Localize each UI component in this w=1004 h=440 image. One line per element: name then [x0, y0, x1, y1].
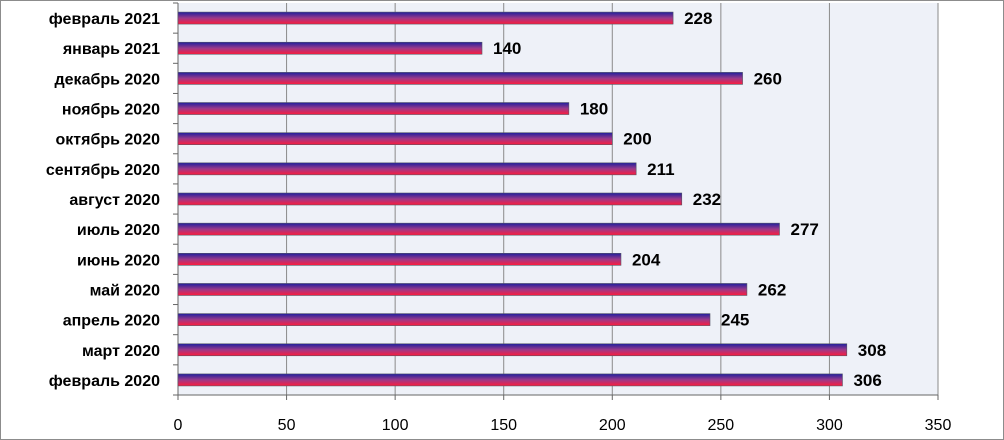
- x-tick-labels: 0 50 100 150 200 250 300 350: [174, 417, 952, 434]
- x-tick-label: 0: [174, 417, 183, 434]
- category-label: июль 2020: [77, 222, 160, 239]
- data-label: 211: [647, 160, 674, 179]
- category-label: июнь 2020: [77, 252, 160, 269]
- bar: [177, 222, 780, 236]
- category-label: август 2020: [69, 192, 160, 209]
- data-label: 228: [684, 9, 712, 28]
- category-label: февраль 2020: [49, 373, 160, 390]
- data-label: 180: [580, 100, 608, 119]
- bar: [177, 373, 843, 387]
- data-label: 277: [790, 220, 818, 239]
- x-tick-label: 100: [382, 417, 409, 434]
- category-label: апрель 2020: [63, 313, 160, 330]
- data-label: 140: [493, 39, 521, 58]
- data-label: 306: [853, 371, 881, 390]
- data-label: 232: [693, 190, 721, 209]
- bar: [177, 162, 637, 176]
- bar: [177, 72, 743, 85]
- data-label: 204: [632, 250, 661, 269]
- bar: [177, 192, 683, 206]
- bar: [177, 313, 711, 326]
- data-label: 245: [721, 311, 749, 330]
- bar: [177, 102, 570, 115]
- x-tick-label: 150: [490, 417, 517, 434]
- data-label: 260: [754, 69, 782, 88]
- category-label: май 2020: [90, 282, 161, 299]
- category-label: октябрь 2020: [56, 132, 161, 149]
- bar: [177, 283, 748, 296]
- x-tick-label: 350: [925, 417, 952, 434]
- category-label: январь 2021: [62, 41, 160, 58]
- bars: 228 140 260 180 200 211 232 277 204 262 245 308 306: [177, 9, 886, 390]
- data-label: 200: [623, 130, 651, 149]
- category-labels: февраль 2021 январь 2021 декабрь 2020 ноябр…: [46, 11, 160, 390]
- x-tick-label: 200: [599, 417, 626, 434]
- category-label: март 2020: [82, 343, 160, 360]
- bar: [177, 41, 483, 55]
- category-label: февраль 2021: [49, 11, 160, 28]
- x-tick-label: 300: [816, 417, 843, 434]
- category-label: сентябрь 2020: [46, 162, 160, 179]
- bar: [177, 343, 848, 357]
- data-label: 308: [858, 341, 886, 360]
- x-tick-label: 50: [278, 417, 296, 434]
- bar: [177, 132, 613, 145]
- x-tick-label: 250: [708, 417, 735, 434]
- bar: [177, 11, 674, 25]
- category-label: декабрь 2020: [55, 71, 161, 88]
- bar: [177, 253, 622, 266]
- category-label: ноябрь 2020: [62, 102, 160, 119]
- data-label: 262: [758, 280, 786, 299]
